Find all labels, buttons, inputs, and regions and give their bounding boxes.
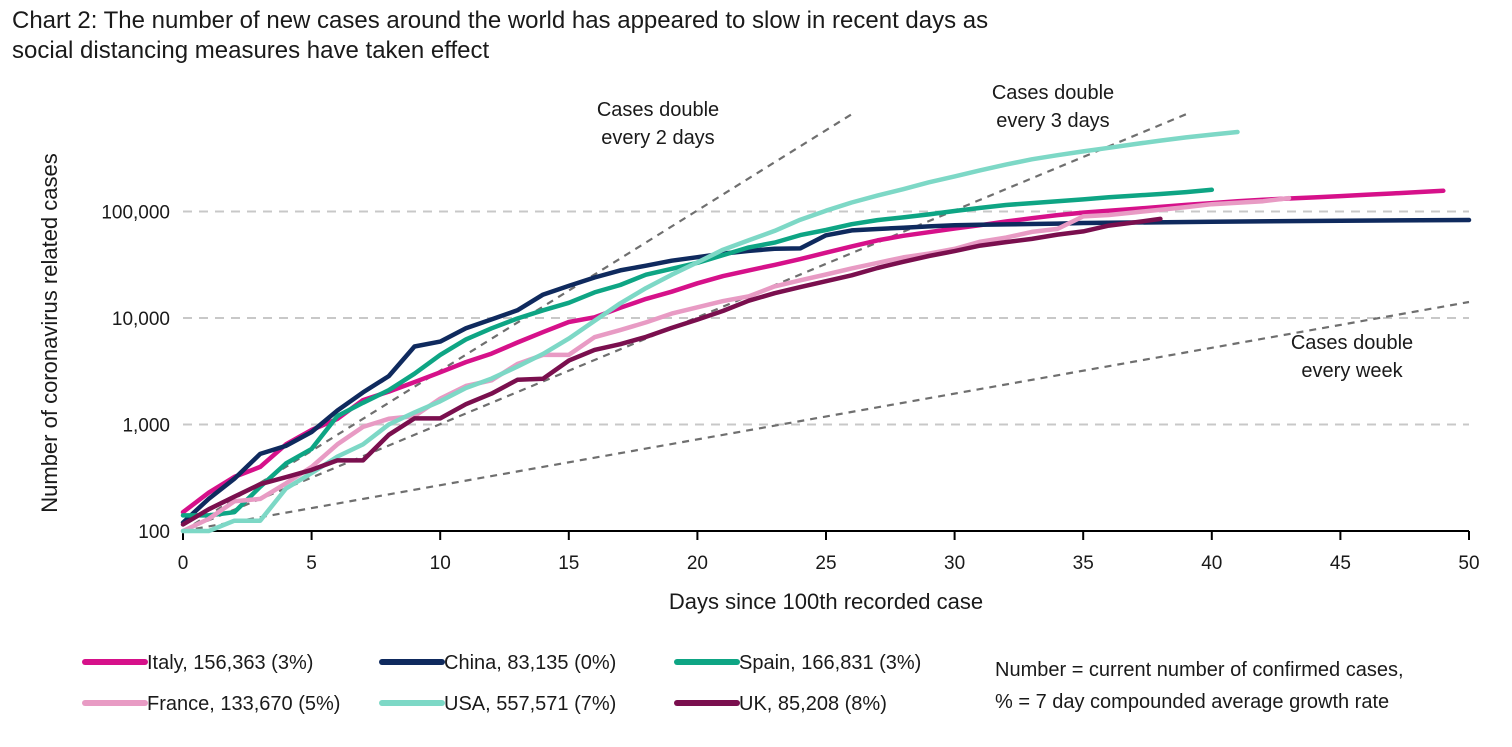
- legend-label: UK, 85,208 (8%): [739, 693, 887, 715]
- reference-line-double-7-days: [182, 300, 1470, 533]
- reference-label-line-2: every 3 days: [996, 110, 1109, 132]
- axes: 100 1,000 10,000 100,000 0 5 10 15 20 25 30 35 40 45 5…: [101, 203, 1479, 575]
- legend-note-line-2: % = 7 day compounded average growth rate: [995, 691, 1389, 713]
- legend-label: China, 83,135 (0%): [444, 652, 616, 674]
- series-line-2: [180, 217, 1472, 525]
- x-tick-label: 15: [558, 553, 579, 574]
- chart-title-line-2: social distancing measures have taken ef…: [12, 37, 490, 64]
- reference-line-double-2-days: [182, 113, 853, 532]
- legend-label: France, 133,670 (5%): [147, 693, 340, 715]
- y-axis-title: Number of coronavirus related cases: [37, 153, 62, 513]
- series-lines: [180, 129, 1472, 534]
- x-tick-label: 30: [944, 553, 965, 574]
- x-tick-label: 35: [1073, 553, 1094, 574]
- y-tick-label: 1,000: [122, 416, 170, 437]
- x-tick-label: 25: [815, 553, 836, 574]
- chart-title-line-1: Chart 2: The number of new cases around …: [12, 7, 989, 34]
- reference-label-line-1: Cases double: [992, 82, 1114, 104]
- series-line-4: [180, 195, 1292, 534]
- x-tick-label: 20: [687, 553, 708, 574]
- x-tick-label: 10: [430, 553, 451, 574]
- legend-note-line-1: Number = current number of confirmed cas…: [995, 659, 1404, 681]
- reference-lines: [182, 113, 1470, 533]
- series-line-3: [180, 187, 1215, 518]
- annotations: Cases double every 2 days Cases double ever…: [597, 82, 1413, 382]
- reference-label-line-1: Cases double: [1291, 332, 1413, 354]
- x-tick-label: 45: [1330, 553, 1351, 574]
- y-tick-label: 100,000: [101, 203, 170, 224]
- chart-title: Chart 2: The number of new cases around …: [12, 6, 1212, 66]
- y-tick-label: 10,000: [112, 309, 170, 330]
- series-line-1: [180, 188, 1446, 515]
- x-tick-label: 40: [1201, 553, 1222, 574]
- reference-label-line-2: every 2 days: [601, 127, 714, 149]
- x-axis-title: Days since 100th recorded case: [669, 589, 983, 614]
- legend-label: USA, 557,571 (7%): [444, 693, 616, 715]
- x-tick-label: 5: [306, 553, 317, 574]
- series-line-5: [180, 129, 1240, 534]
- reference-label-line-2: every week: [1301, 360, 1403, 382]
- x-tick-label: 50: [1458, 553, 1479, 574]
- legend-label: Spain, 166,831 (3%): [739, 652, 921, 674]
- legend-label: Italy, 156,363 (3%): [147, 652, 313, 674]
- reference-label-line-1: Cases double: [597, 99, 719, 121]
- series-line-6: [180, 216, 1163, 527]
- y-tick-label: 100: [138, 522, 170, 543]
- legend: Italy, 156,363 (3%) China, 83,135 (0%) Spa…: [82, 652, 921, 715]
- x-tick-label: 0: [178, 553, 189, 574]
- gridlines: [183, 210, 1469, 426]
